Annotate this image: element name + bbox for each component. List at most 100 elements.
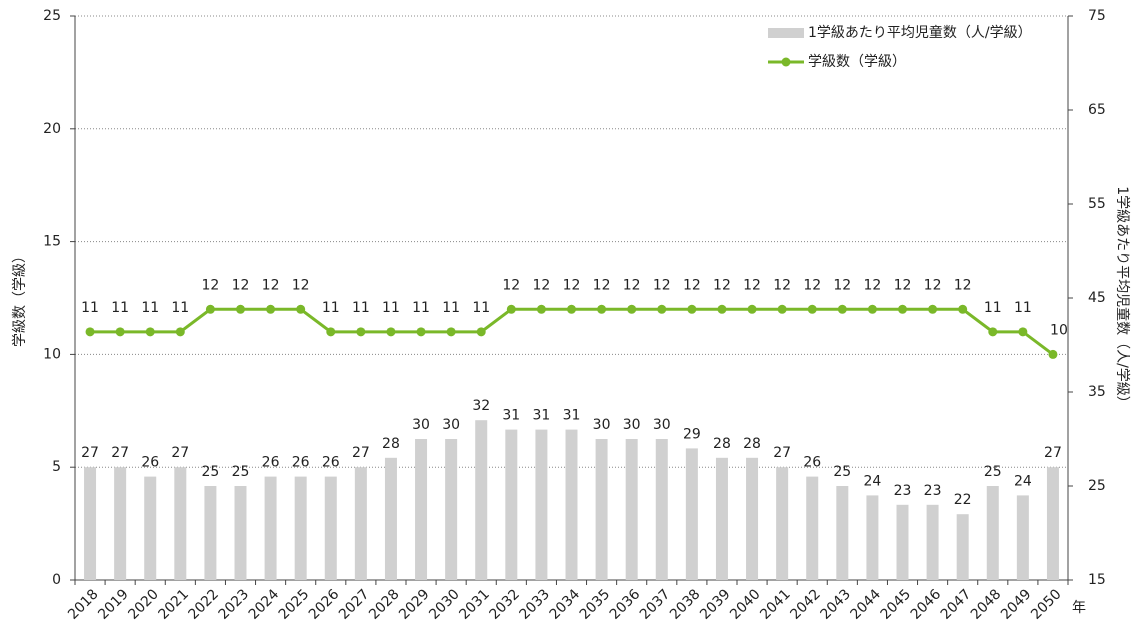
line-point bbox=[296, 304, 306, 314]
point-label: 11 bbox=[442, 300, 460, 316]
point-label: 12 bbox=[292, 277, 310, 293]
x-tick-label: 2030 bbox=[426, 586, 463, 623]
point-label: 11 bbox=[382, 300, 400, 316]
bar-label: 31 bbox=[502, 408, 520, 424]
bar-label: 27 bbox=[81, 445, 99, 461]
bar-label: 25 bbox=[833, 464, 851, 480]
point-label: 11 bbox=[141, 300, 159, 316]
point-label: 12 bbox=[563, 277, 581, 293]
x-tick-label: 2026 bbox=[306, 586, 343, 623]
bar-label: 27 bbox=[171, 445, 189, 461]
bar bbox=[445, 439, 458, 580]
point-label: 12 bbox=[232, 277, 250, 293]
line-point bbox=[506, 304, 516, 314]
legend-swatch bbox=[768, 28, 804, 38]
bar bbox=[114, 467, 127, 580]
point-label: 10 bbox=[1050, 322, 1068, 338]
point-label: 12 bbox=[593, 277, 611, 293]
point-label: 12 bbox=[833, 277, 851, 293]
line-point bbox=[85, 327, 95, 337]
point-label: 12 bbox=[803, 277, 821, 293]
line-point bbox=[326, 327, 336, 337]
x-tick-label: 2034 bbox=[547, 586, 584, 623]
point-label: 11 bbox=[171, 300, 189, 316]
x-tick-label: 2031 bbox=[456, 586, 493, 623]
x-tick-label: 2023 bbox=[216, 586, 253, 623]
line-point bbox=[867, 304, 877, 314]
bar-label: 24 bbox=[863, 473, 881, 489]
bar bbox=[475, 420, 488, 580]
point-label: 11 bbox=[111, 300, 129, 316]
line-point bbox=[175, 327, 185, 337]
bar bbox=[324, 476, 337, 580]
bar-label: 26 bbox=[292, 455, 310, 471]
line-point bbox=[627, 304, 637, 314]
y-axis-title: 学級数（学級） bbox=[12, 249, 28, 347]
bar-label: 27 bbox=[352, 445, 370, 461]
bar bbox=[986, 486, 999, 580]
bar-label: 31 bbox=[532, 408, 550, 424]
x-tick-label: 2029 bbox=[396, 586, 433, 623]
line-point bbox=[356, 327, 366, 337]
x-tick-label: 2049 bbox=[998, 586, 1035, 623]
bar bbox=[234, 486, 247, 580]
x-tick-label: 2028 bbox=[366, 586, 403, 623]
point-label: 12 bbox=[773, 277, 791, 293]
line-point bbox=[536, 304, 546, 314]
bar-label: 27 bbox=[773, 445, 791, 461]
y-tick-label: 20 bbox=[43, 121, 61, 137]
bar bbox=[144, 476, 157, 580]
point-label: 11 bbox=[472, 300, 490, 316]
line-point bbox=[958, 304, 968, 314]
x-tick-label: 2033 bbox=[517, 586, 554, 623]
line-point bbox=[988, 327, 998, 337]
x-tick-label: 2038 bbox=[667, 586, 704, 623]
bar-label: 30 bbox=[412, 417, 430, 433]
x-tick-label: 2018 bbox=[65, 586, 102, 623]
y-tick-label: 10 bbox=[43, 346, 61, 362]
bar-label: 28 bbox=[713, 436, 731, 452]
bar-label: 25 bbox=[201, 464, 219, 480]
point-label: 12 bbox=[863, 277, 881, 293]
bar-label: 30 bbox=[653, 417, 671, 433]
x-tick-label: 2044 bbox=[848, 586, 885, 623]
point-label: 12 bbox=[683, 277, 701, 293]
bar bbox=[866, 495, 879, 580]
legend-swatch bbox=[781, 57, 791, 67]
y-tick-label: 5 bbox=[52, 459, 61, 475]
line-point bbox=[145, 327, 155, 337]
bar-label: 25 bbox=[232, 464, 250, 480]
x-tick-label: 2039 bbox=[697, 586, 734, 623]
x-tick-label: 2043 bbox=[817, 586, 854, 623]
line bbox=[90, 307, 1054, 356]
line-point bbox=[446, 327, 456, 337]
line-point bbox=[837, 304, 847, 314]
y2-tick-label: 35 bbox=[1088, 384, 1106, 400]
point-label: 11 bbox=[1014, 300, 1032, 316]
x-tick-label: 2020 bbox=[125, 586, 162, 623]
bar bbox=[685, 448, 698, 580]
x-tick-label: 2036 bbox=[607, 586, 644, 623]
bar-label: 26 bbox=[803, 455, 821, 471]
bar bbox=[1046, 467, 1059, 580]
bar bbox=[294, 476, 307, 580]
bar-label: 23 bbox=[894, 483, 912, 499]
bar bbox=[595, 439, 608, 580]
bar-label: 23 bbox=[924, 483, 942, 499]
bar-label: 22 bbox=[954, 492, 972, 508]
bar-label: 27 bbox=[111, 445, 129, 461]
bar-label: 30 bbox=[442, 417, 460, 433]
point-label: 12 bbox=[713, 277, 731, 293]
bar bbox=[535, 429, 548, 580]
line-point bbox=[416, 327, 426, 337]
bar bbox=[896, 504, 909, 580]
line-point bbox=[807, 304, 817, 314]
y-tick-label: 15 bbox=[43, 234, 61, 250]
bar-label: 29 bbox=[683, 426, 701, 442]
line-point bbox=[1018, 327, 1028, 337]
point-label: 11 bbox=[81, 300, 99, 316]
line-point bbox=[1048, 349, 1058, 359]
line-point bbox=[898, 304, 907, 314]
point-label: 12 bbox=[623, 277, 641, 293]
